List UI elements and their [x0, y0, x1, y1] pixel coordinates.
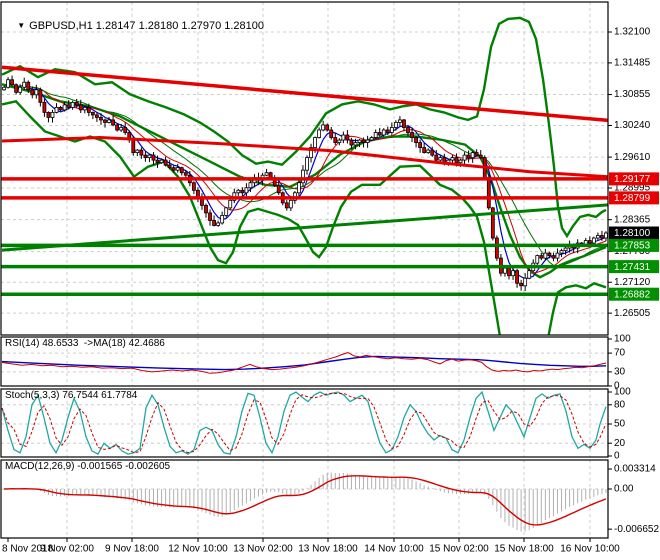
stoch-tick-label: 20 [614, 438, 626, 449]
macd-tick-label: -0.006652 [614, 524, 659, 535]
symbol-marker-icon: ▼ [17, 21, 26, 30]
bollinger-lower [1, 99, 607, 335]
rsi-tick-label: 30 [614, 367, 626, 378]
rsi-tick-label: 70 [614, 348, 626, 359]
price-tick-label: 1.30855 [614, 89, 651, 100]
price-badge-label: 1.27431 [614, 262, 651, 273]
time-tick-label: 8 Nov 2018 [2, 544, 54, 555]
descending-trendline-upper [1, 65, 609, 123]
main-chart-layer [1, 16, 608, 335]
descending-trendline-lower [1, 135, 609, 179]
time-tick-label: 13 Nov 02:00 [233, 544, 293, 555]
price-badge-label: 1.27853 [614, 241, 651, 252]
price-badge-1.27853 [609, 238, 659, 252]
panel-borders [0, 1, 609, 539]
bollinger-middle [1, 83, 607, 279]
macd-tick-label: 0.003314 [614, 464, 656, 475]
price-tick-label: 1.28365 [614, 214, 651, 225]
macd-indicator-label: MACD(12,26,9) -0.001565 -0.002605 [5, 461, 171, 472]
price-badge-1.26882 [609, 287, 659, 301]
stoch-d-line [1, 393, 607, 454]
rsi-tick-label: 100 [614, 334, 631, 345]
stoch-tick-label: 100 [614, 387, 631, 398]
chart-title: ▼ GBPUSD,H1 1.28147 1.28180 1.27970 1.281… [5, 8, 264, 44]
ma-16 [3, 82, 607, 267]
price-tick-label: 1.28995 [614, 183, 651, 194]
stoch-tick-label: 50 [614, 419, 626, 430]
price-badges: 1.29177 1.28799 1.28100 1.27853 1.27431 1.268… [609, 172, 659, 301]
price-badge-1.28799 [609, 191, 659, 205]
rsi-tick-label: 0 [614, 381, 620, 392]
stochastic-panel-layer [1, 390, 607, 455]
ascending-trendline [1, 203, 609, 252]
time-tick-label: 9 Nov 18:00 [105, 544, 159, 555]
bollinger-upper [1, 16, 607, 239]
grid-lines [1, 2, 608, 538]
price-axis: 1.32100 1.31485 1.30855 1.30240 1.29610 1.289… [608, 27, 659, 535]
price-badge-1.29177 [609, 172, 659, 186]
price-tick-label: 1.27120 [614, 277, 651, 288]
drawn-lines-layer [1, 65, 609, 296]
macd-signal-line [3, 475, 607, 526]
rsi-panel-layer [1, 352, 607, 374]
macd-panel-layer [3, 472, 607, 532]
macd-tick-label: 0.00 [614, 484, 634, 495]
time-tick-label: 14 Nov 10:00 [364, 544, 424, 555]
price-badge-1.27431 [609, 260, 659, 274]
time-tick-label: 9 Nov 02:00 [40, 544, 94, 555]
price-badge-label: 1.28100 [614, 228, 651, 239]
price-badge-label: 1.26882 [614, 289, 651, 300]
rsi-ma-line [1, 355, 607, 371]
price-tick-label: 1.32100 [614, 27, 651, 38]
stoch-k-line [1, 390, 607, 455]
time-tick-label: 16 Nov 10:00 [560, 544, 620, 555]
stoch-tick-label: 0 [614, 451, 620, 462]
rsi-line [1, 352, 607, 374]
stoch-tick-label: 80 [614, 399, 626, 410]
price-tick-label: 1.30240 [614, 120, 651, 131]
stochastic-indicator-label: Stoch(5,3,3) 76.7544 61.7784 [5, 390, 138, 401]
time-tick-label: 15 Nov 02:00 [429, 544, 489, 555]
chart-title-text: GBPUSD,H1 1.28147 1.28180 1.27970 1.2810… [29, 20, 265, 32]
time-tick-label: 15 Nov 18:00 [494, 544, 554, 555]
price-tick-label: 1.31485 [614, 58, 651, 69]
rsi-indicator-label: RSI(14) 48.6533 ->MA(18) 42.4686 [5, 338, 165, 349]
price-tick-label: 1.29610 [614, 152, 651, 163]
time-tick-label: 13 Nov 18:00 [298, 544, 358, 555]
time-tick-label: 12 Nov 10:00 [168, 544, 228, 555]
price-badge-1.28100 [609, 226, 659, 240]
price-badge-label: 1.29177 [614, 174, 651, 185]
price-tick-label: 1.26505 [614, 308, 651, 319]
price-badge-label: 1.28799 [614, 193, 651, 204]
